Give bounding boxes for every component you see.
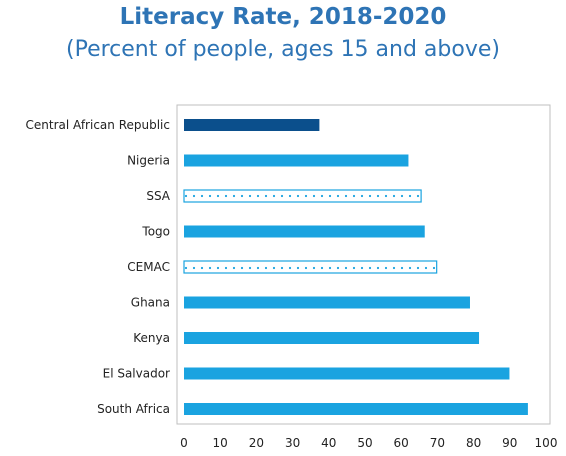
category-label: Nigeria — [127, 154, 170, 168]
bar-south-africa — [184, 403, 528, 415]
x-tick-label: 20 — [249, 436, 264, 450]
x-tick-label: 100 — [535, 436, 558, 450]
bar-kenya — [184, 332, 480, 344]
category-label: Central African Republic — [26, 118, 170, 132]
category-label: Ghana — [131, 296, 170, 310]
x-tick-label: 30 — [285, 436, 300, 450]
bar-central-african-republic — [184, 119, 320, 131]
bar-togo — [184, 225, 425, 238]
chart-title: Literacy Rate, 2018-2020 — [119, 4, 447, 30]
x-tick-label: 70 — [430, 436, 445, 450]
category-label: El Salvador — [103, 367, 170, 381]
category-label: SSA — [146, 189, 170, 203]
bar-el-salvador — [184, 367, 510, 380]
bar-nigeria — [184, 154, 409, 167]
x-tick-label: 50 — [357, 436, 372, 450]
x-tick-label: 60 — [394, 436, 409, 450]
bar-ghana — [184, 296, 470, 309]
category-label: Kenya — [133, 331, 170, 345]
x-tick-label: 90 — [502, 436, 517, 450]
bar-ssa — [183, 189, 422, 203]
category-label: South Africa — [97, 402, 170, 416]
x-tick-label: 10 — [213, 436, 228, 450]
bar-cemac — [183, 260, 438, 274]
x-tick-label: 40 — [321, 436, 336, 450]
chart-subtitle: (Percent of people, ages 15 and above) — [66, 37, 500, 62]
x-tick-label: 0 — [180, 436, 188, 450]
x-tick-label: 80 — [466, 436, 481, 450]
category-label: Togo — [141, 225, 170, 239]
category-label: CEMAC — [127, 260, 170, 274]
plot-area — [176, 104, 551, 425]
